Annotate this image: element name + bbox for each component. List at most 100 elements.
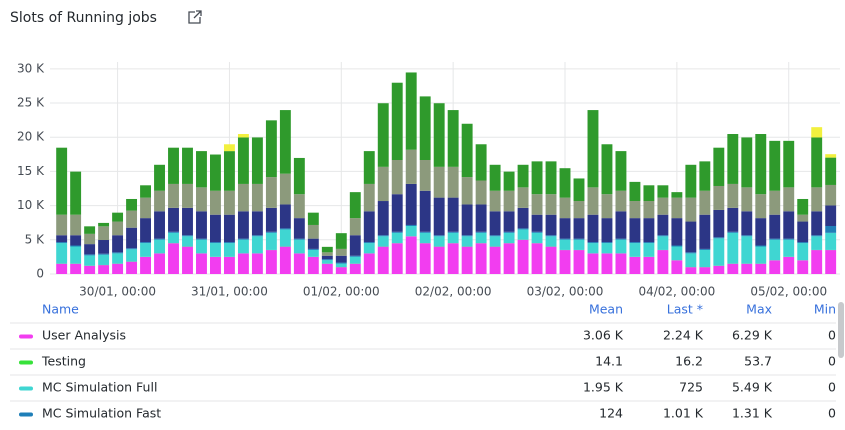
bar-segment xyxy=(546,236,557,246)
bar-segment xyxy=(406,72,417,149)
bar-segment xyxy=(490,235,501,236)
bar-segment xyxy=(671,245,682,246)
bar-segment xyxy=(238,134,249,137)
legend-swatch xyxy=(19,361,33,365)
bar-segment xyxy=(196,253,207,274)
bar-segment xyxy=(280,229,291,246)
bar-segment xyxy=(168,233,179,243)
bar-segment xyxy=(602,144,613,194)
bar-segment xyxy=(560,239,571,240)
bar-segment xyxy=(280,110,291,174)
bar-segment xyxy=(196,187,207,211)
bar-segment xyxy=(350,256,361,257)
bar-segment xyxy=(70,245,81,246)
bar-segment xyxy=(476,204,487,231)
legend-header: Min xyxy=(814,302,836,317)
bar-segment xyxy=(154,253,165,274)
y-tick-label: 0 xyxy=(36,267,44,281)
bar-segment xyxy=(588,187,599,214)
legend-stat: 124 xyxy=(599,406,623,421)
bar-segment xyxy=(560,250,571,274)
bar-segment xyxy=(336,233,347,249)
bar-segment xyxy=(755,194,766,218)
bar-segment xyxy=(643,185,654,201)
bar-segment xyxy=(588,253,599,274)
bar-segment xyxy=(210,215,221,242)
bar-segment xyxy=(224,243,235,257)
bar-segment xyxy=(140,242,151,243)
bar-segment xyxy=(769,240,780,261)
bar-segment xyxy=(70,247,81,264)
bar-segment xyxy=(699,161,710,190)
bar-segment xyxy=(615,240,626,254)
bar-segment xyxy=(602,242,613,243)
bar-segment xyxy=(280,174,291,205)
bar-segment xyxy=(671,198,682,219)
bar-segment xyxy=(615,151,626,191)
bar-segment xyxy=(825,154,836,157)
bar-segment xyxy=(322,252,333,255)
legend-name: MC Simulation Full xyxy=(42,380,157,395)
bar-segment xyxy=(504,233,515,243)
bar-segment xyxy=(364,211,375,242)
bar-segment xyxy=(294,253,305,274)
bar-segment xyxy=(210,191,221,215)
bar-segment xyxy=(126,262,137,274)
bar-segment xyxy=(224,191,235,215)
bar-segment xyxy=(238,211,249,238)
x-tick-label: 30/01, 00:00 xyxy=(79,285,156,299)
bar-segment xyxy=(210,155,221,191)
legend-header: Name xyxy=(42,302,79,317)
bar-segment xyxy=(657,215,668,236)
bar-segment xyxy=(602,194,613,218)
bar-segment xyxy=(462,177,473,204)
bar-segment xyxy=(420,232,431,233)
bar-segment xyxy=(336,263,347,264)
bar-segment xyxy=(350,192,361,218)
bar-segment xyxy=(504,191,515,212)
bar-segment xyxy=(755,247,766,264)
bar-segment xyxy=(825,158,836,185)
bar-segment xyxy=(811,127,822,137)
bar-segment xyxy=(615,191,626,212)
bar-segment xyxy=(70,172,81,215)
bar-segment xyxy=(406,150,417,184)
legend-header: Max xyxy=(746,302,772,317)
bar-segment xyxy=(518,187,529,208)
bar-segment xyxy=(406,225,417,226)
bar-segment xyxy=(783,211,794,238)
bar-segment xyxy=(98,255,109,265)
legend-stat: 0 xyxy=(828,354,836,369)
bar-segment xyxy=(350,264,361,274)
bar-segment xyxy=(154,211,165,238)
bar-segment xyxy=(448,233,459,243)
bar-segment xyxy=(797,199,808,215)
bar-segment xyxy=(462,235,473,236)
bar-segment xyxy=(364,242,375,243)
bar-segment xyxy=(154,239,165,240)
legend-stat: 1.95 K xyxy=(583,380,624,395)
bar-segment xyxy=(629,242,640,243)
bar-segment xyxy=(392,194,403,232)
bar-segment xyxy=(602,253,613,274)
bar-segment xyxy=(685,252,696,253)
bar-segment xyxy=(308,239,319,249)
bar-segment xyxy=(182,208,193,235)
bar-segment xyxy=(126,248,137,249)
legend-swatch xyxy=(19,335,33,339)
bar-segment xyxy=(434,235,445,236)
bar-segment xyxy=(615,211,626,238)
bar-segment xyxy=(168,243,179,274)
bar-segment xyxy=(490,165,501,191)
bar-segment xyxy=(266,233,277,250)
bar-segment xyxy=(406,226,417,236)
bar-segment xyxy=(224,215,235,242)
bar-segment xyxy=(629,201,640,218)
bar-segment xyxy=(392,232,403,233)
bar-segment xyxy=(532,243,543,274)
bar-segment xyxy=(168,184,179,208)
bar-segment xyxy=(783,257,794,274)
scrollbar[interactable] xyxy=(838,302,844,358)
bar-segment xyxy=(98,265,109,274)
bar-segment xyxy=(336,264,347,267)
